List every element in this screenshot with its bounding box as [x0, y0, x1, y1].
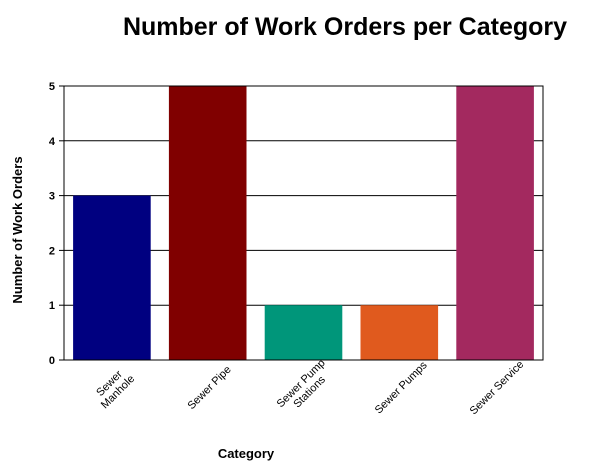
x-tick-label: SewerManhole: [90, 364, 137, 411]
y-tick-label: 3: [49, 191, 55, 203]
bar-sewer-pump-stations: [264, 305, 343, 360]
x-tick-label: Sewer Service: [468, 359, 527, 418]
bar-sewer-service: [456, 86, 534, 360]
chart-title: Number of Work Orders per Category: [123, 13, 567, 41]
y-tick-label: 4: [49, 136, 56, 148]
bar-sewer-manhole: [73, 195, 151, 360]
x-axis-label: Category: [218, 446, 275, 461]
plot-area-frame: [63, 85, 544, 361]
bar-sewer-pumps: [360, 305, 439, 360]
x-tick-label: Sewer PumpStations: [275, 357, 337, 419]
y-tick-label: 2: [49, 245, 55, 257]
x-tick-label: Sewer Pipe: [185, 364, 233, 412]
y-axis-ticks: 0 1 2 3 4 5: [49, 81, 64, 367]
bars: [73, 86, 534, 360]
y-tick-label: 5: [49, 81, 55, 93]
y-tick-label: 1: [49, 300, 55, 312]
bar-sewer-pipe: [168, 86, 247, 360]
x-axis-category-labels: SewerManhole Sewer Pipe Sewer PumpStations…: [90, 357, 527, 419]
y-tick-label: 0: [49, 355, 55, 367]
y-axis-label: Number of Work Orders: [10, 156, 25, 303]
x-tick-label: Sewer Pumps: [373, 359, 430, 416]
